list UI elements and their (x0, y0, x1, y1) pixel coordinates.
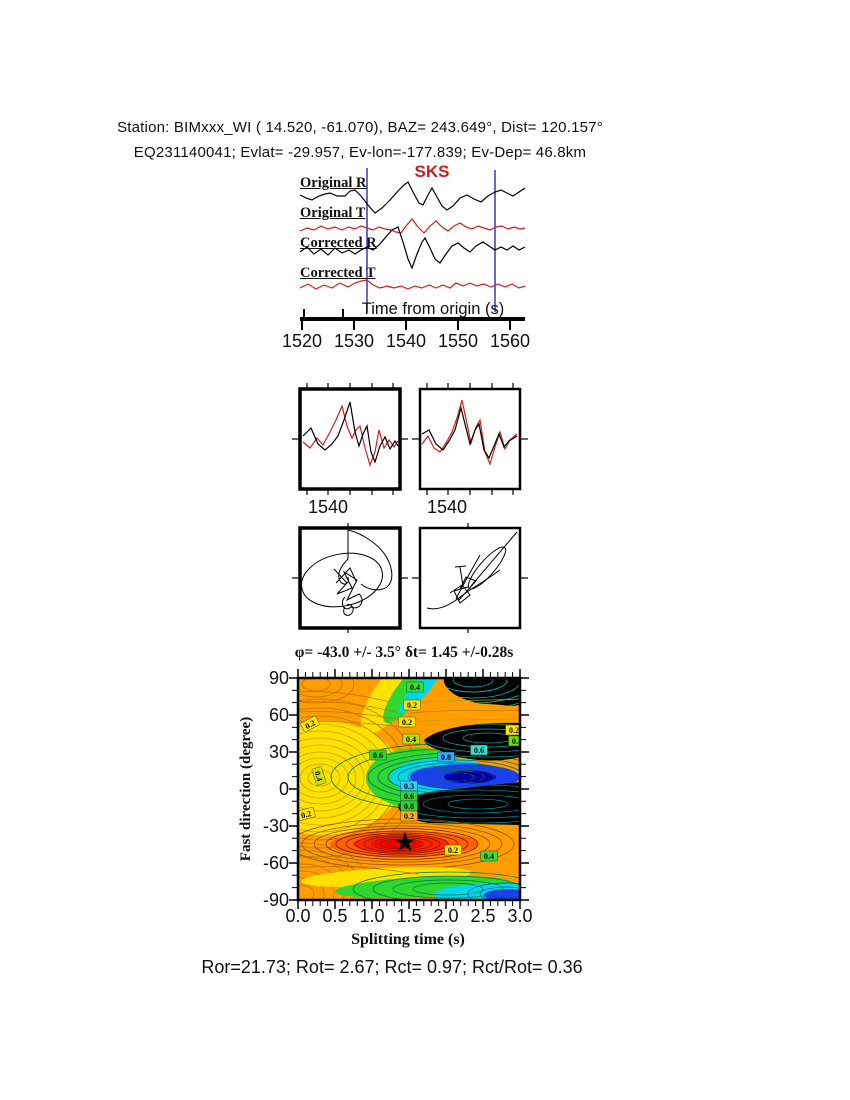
contour-label-box (444, 844, 462, 856)
contour-label-box (369, 749, 387, 761)
time-tick-1540: 1540 (385, 331, 427, 351)
time-axis-tick (353, 321, 355, 330)
contour-label: 0.6 (373, 751, 383, 760)
contour-label-box (403, 699, 421, 711)
ytick-30: 30 (268, 742, 289, 762)
contour-label: 0.4 (512, 737, 522, 746)
contour-label-box (311, 766, 327, 786)
corrected-t-trace (299, 279, 526, 290)
ytick-m60: -60 (262, 853, 289, 873)
contour-field: 0.4 0.2 0.2 0.4 0.6 0.8 0.6 0.2 0.4 0.2 … (298, 678, 522, 900)
xtick-0.0: 0.0 (285, 906, 311, 926)
contour-label-box (437, 751, 455, 763)
pair-box-corrected (418, 387, 522, 491)
contour-axis-ticks (289, 669, 529, 909)
time-axis-uptick (342, 309, 344, 317)
contour-label: 0.2 (304, 718, 317, 731)
pair-uncorrected-fast-trace (302, 401, 399, 464)
contour-xlabel: Splitting time (s) (351, 931, 465, 948)
pm-original-path (301, 529, 393, 616)
contour-level-labels: 0.4 0.2 0.2 0.4 0.6 0.8 0.6 0.2 0.4 0.2 … (298, 681, 522, 862)
waveform-pair-plot (292, 383, 528, 495)
contour-label: 0.2 (404, 812, 414, 821)
contour-label: 0.6 (474, 746, 484, 755)
time-tick-1530: 1530 (333, 331, 375, 351)
trace-label-corrected-r: Corrected R (300, 235, 377, 251)
contour-label: 0.2 (509, 726, 519, 735)
pair-corrected-slow-trace (421, 399, 518, 466)
contour-label-box (298, 806, 316, 822)
contour-label: 0.8 (404, 802, 414, 811)
contour-label: 0.6 (404, 792, 414, 801)
original-t-trace (299, 218, 526, 234)
pm-corrected-path (426, 531, 518, 610)
xtick-3.0: 3.0 (507, 906, 533, 926)
contour-label: 0.4 (410, 683, 420, 692)
time-axis-tick (457, 321, 459, 330)
contour-label: 0.4 (406, 735, 416, 744)
contour-label-box (400, 810, 418, 822)
contour-label-box (508, 735, 520, 747)
contour-label-box (505, 724, 520, 736)
time-axis-uptick (303, 309, 305, 317)
trace-label-original-t: Original T (300, 205, 366, 221)
contour-label-box (470, 744, 488, 756)
time-axis-line (300, 317, 525, 321)
particle-motion-plot (292, 523, 528, 633)
ytick-60: 60 (268, 705, 289, 725)
pair-box-right-tick-label: 1540 (426, 497, 468, 517)
pm-box-original (298, 526, 402, 630)
time-axis-title: Time from origin (s) (361, 300, 505, 318)
time-axis-tick (509, 321, 511, 330)
trace-label-original-r: Original R (300, 175, 367, 191)
contour-label: 0.2 (448, 846, 458, 855)
contour-label: 0.8 (441, 753, 451, 762)
time-tick-1550: 1550 (437, 331, 479, 351)
xtick-0.5: 0.5 (322, 906, 348, 926)
pm-box-ticks (292, 523, 528, 633)
contour-label: 0.4 (312, 770, 324, 783)
contour-label-box (406, 681, 424, 693)
time-tick-1520: 1520 (281, 331, 323, 351)
pair-box-left-tick-label: 1540 (307, 497, 349, 517)
pm-box-corrected (418, 526, 522, 630)
xtick-2.0: 2.0 (433, 906, 459, 926)
pair-uncorrected-slow-trace (302, 404, 399, 467)
time-tick-1560: 1560 (489, 331, 531, 351)
xtick-1.0: 1.0 (359, 906, 385, 926)
contour-label-box (398, 716, 416, 728)
ytick-90: 90 (268, 668, 289, 688)
contour-label: 0.2 (407, 701, 417, 710)
time-axis-tick (301, 321, 303, 330)
figure-title: Station: BIMxxx_WI ( 14.520, -61.070), B… (117, 119, 603, 136)
pair-corrected-fast-trace (421, 405, 518, 460)
xtick-1.5: 1.5 (396, 906, 422, 926)
contour-label-box (300, 715, 320, 733)
contour-label: 0.3 (404, 782, 414, 791)
pair-box-ticks (292, 383, 528, 495)
result-ratios-text: Ror=21.73; Rot= 2.67; Rct= 0.97; Rct/Rot… (201, 957, 583, 977)
ytick-m90: -90 (262, 890, 289, 910)
time-axis-tick (405, 321, 407, 330)
figure-subtitle: EQ231140041; Evlat= -29.957, Ev-lon=-177… (133, 144, 587, 161)
contour-title: φ= -43.0 +/- 3.5° δt= 1.45 +/-0.28s (294, 644, 514, 661)
splitting-contour-map: 0.4 0.2 0.2 0.4 0.6 0.8 0.6 0.2 0.4 0.2 … (289, 669, 529, 909)
contour-label: 0.2 (300, 809, 312, 820)
best-solution-star-marker: ★ (393, 827, 417, 857)
original-r-trace (299, 181, 526, 214)
contour-label-box (402, 733, 420, 745)
contour-label: 0.4 (484, 852, 494, 861)
contour-label: 0.2 (402, 718, 412, 727)
ytick-m30: -30 (262, 816, 289, 836)
trace-plot (299, 168, 526, 312)
corrected-r-trace (299, 226, 526, 270)
pair-box-uncorrected (298, 387, 402, 491)
contour-label-box (480, 850, 498, 862)
phase-label-sks: SKS (414, 162, 450, 181)
xtick-2.5: 2.5 (470, 906, 496, 926)
ytick-0: 0 (278, 779, 289, 799)
trace-label-corrected-t: Corrected T (300, 265, 376, 281)
